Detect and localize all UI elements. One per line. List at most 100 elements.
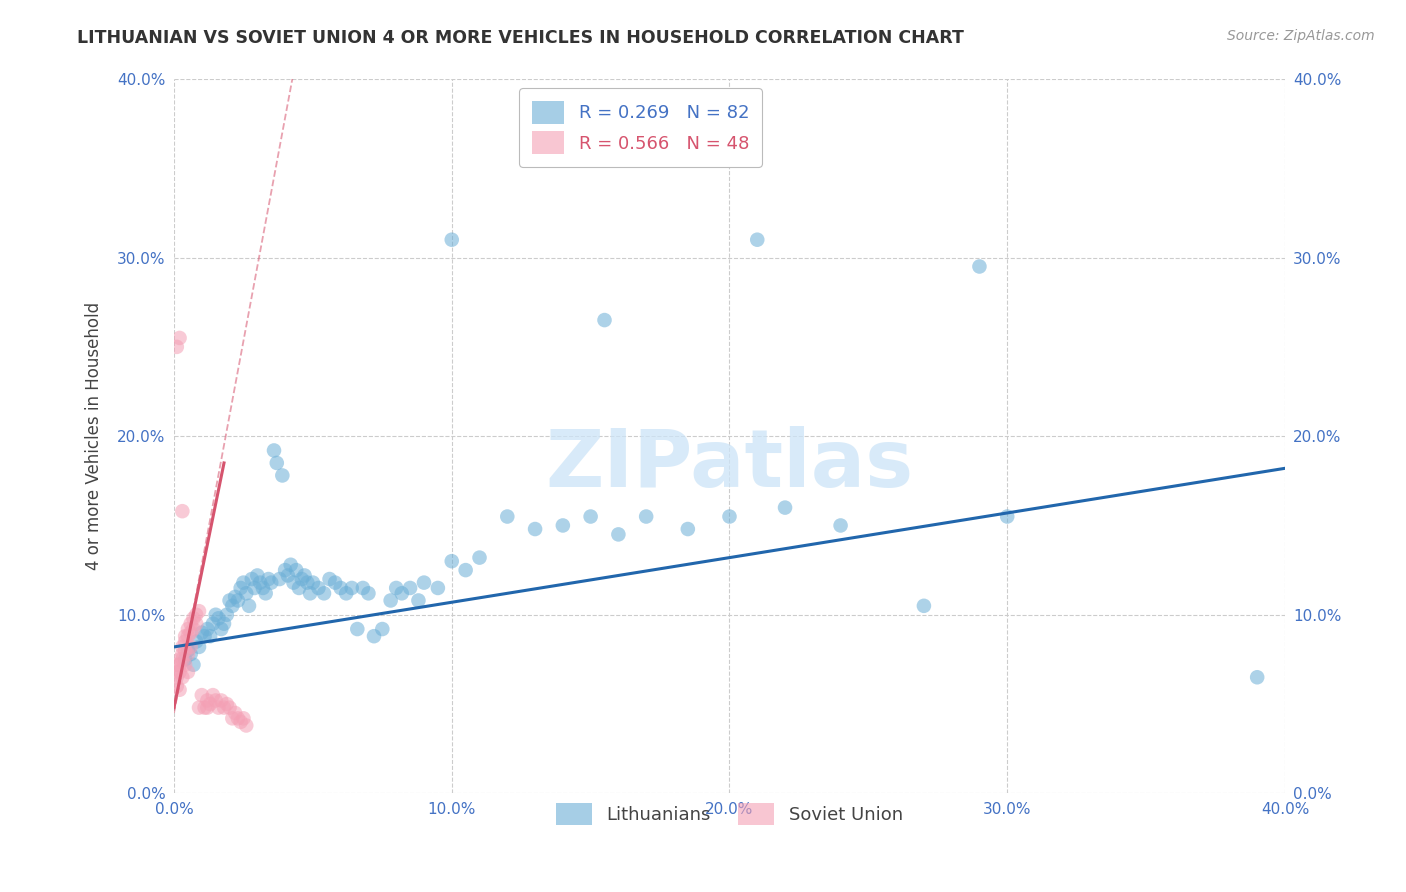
Point [218,700,240,714]
Point [183,657,205,672]
Point [177,643,200,657]
Point [166,670,188,684]
Point [204,693,226,707]
Point [195,693,218,707]
Point [329,581,352,595]
Point [440,554,463,568]
Y-axis label: 4 or more Vehicles in Household: 4 or more Vehicles in Household [86,302,103,570]
Point [186,607,208,622]
Point [169,652,191,666]
Point [302,575,325,590]
Point [249,575,271,590]
Point [193,629,215,643]
Point [773,500,796,515]
Point [169,682,191,697]
Point [363,629,385,643]
Point [593,313,616,327]
Point [172,647,194,661]
Point [318,572,340,586]
Point [995,509,1018,524]
Point [174,634,197,648]
Point [747,233,769,247]
Point [201,616,224,631]
Point [371,622,394,636]
Point [169,331,191,345]
Point [346,622,368,636]
Text: Source: ZipAtlas.com: Source: ZipAtlas.com [1227,29,1375,43]
Point [235,586,257,600]
Point [235,718,257,732]
Point [830,518,852,533]
Point [912,599,935,613]
Point [172,652,194,666]
Point [169,657,191,672]
Point [166,665,188,679]
Point [224,590,246,604]
Point [212,616,235,631]
Point [454,563,477,577]
Point [180,616,202,631]
Point [221,599,243,613]
Text: ZIPatlas: ZIPatlas [546,425,914,504]
Point [291,572,314,586]
Point [180,647,202,661]
Point [207,700,229,714]
Point [188,700,211,714]
Point [212,700,235,714]
Point [240,572,263,586]
Point [294,568,316,582]
Point [408,593,430,607]
Point [288,581,311,595]
Point [1246,670,1268,684]
Point [277,568,299,582]
Point [718,509,741,524]
Point [177,629,200,643]
Point [274,563,297,577]
Point [385,581,408,595]
Text: LITHUANIAN VS SOVIET UNION 4 OR MORE VEHICLES IN HOUSEHOLD CORRELATION CHART: LITHUANIAN VS SOVIET UNION 4 OR MORE VEH… [77,29,965,46]
Point [221,711,243,725]
Point [307,581,329,595]
Point [280,558,302,572]
Point [166,340,188,354]
Point [180,640,202,654]
Point [218,593,240,607]
Point [263,443,285,458]
Point [186,616,208,631]
Point [177,647,200,661]
Point [440,233,463,247]
Point [177,622,200,636]
Point [297,575,319,590]
Point [352,581,374,595]
Point [209,693,232,707]
Point [172,640,194,654]
Point [340,581,363,595]
Point [191,625,214,640]
Point [195,700,218,714]
Point [232,575,254,590]
Point [195,622,218,636]
Point [969,260,991,274]
Point [204,607,226,622]
Point [207,611,229,625]
Point [229,714,252,729]
Point [180,625,202,640]
Point [323,575,346,590]
Point [246,568,269,582]
Point [226,593,249,607]
Point [636,509,658,524]
Point [174,652,197,666]
Point [335,586,357,600]
Point [209,622,232,636]
Point [188,604,211,618]
Point [426,581,449,595]
Point [271,468,294,483]
Point [215,697,238,711]
Point [299,586,322,600]
Point [193,700,215,714]
Point [201,688,224,702]
Point [191,688,214,702]
Point [413,575,436,590]
Point [283,575,305,590]
Point [357,586,380,600]
